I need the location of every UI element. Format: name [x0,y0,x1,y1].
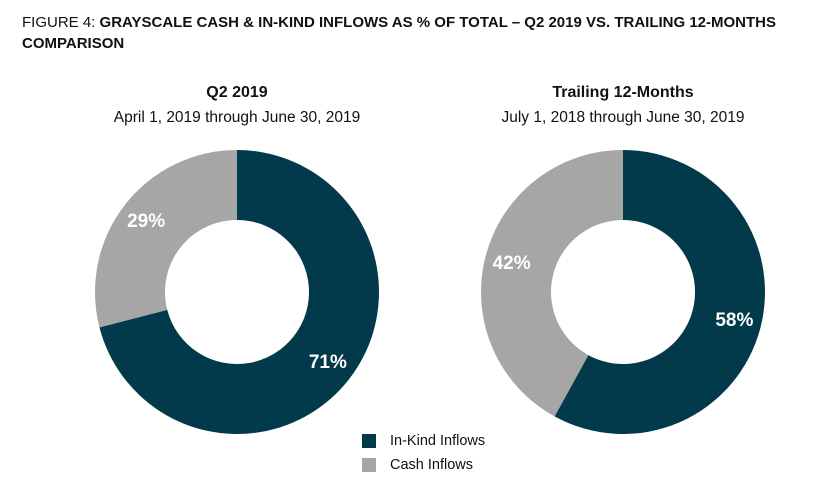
donut-slice-cash [94,150,237,328]
legend-item-in-kind: In-Kind Inflows [362,429,485,453]
donut-slice-label: 71% [309,352,347,373]
legend-swatch-in-kind [362,434,376,448]
figure-title: FIGURE 4: GRAYSCALE CASH & IN-KIND INFLO… [22,12,812,54]
legend-label: In-Kind Inflows [390,433,486,449]
donut-slice-label: 29% [127,211,165,232]
chart-subtitle: July 1, 2018 through June 30, 2019 [501,109,745,126]
figure-number: FIGURE 4: [22,14,96,31]
donut-slice-in-kind [554,150,766,435]
chart-header-q2-2019: Q2 2019 April 1, 2019 through June 30, 2… [57,82,417,129]
legend-label: Cash Inflows [390,457,474,473]
chart-title: Q2 2019 [206,84,268,101]
legend-item-cash: Cash Inflows [362,453,485,477]
legend: In-Kind Inflows Cash Inflows [362,429,485,477]
donut-slice-label: 58% [715,310,753,331]
chart-header-trailing-12-months: Trailing 12-Months July 1, 2018 through … [443,82,803,129]
figure-title-text: GRAYSCALE CASH & IN-KIND INFLOWS AS % OF… [22,14,777,52]
donut-slice-cash [481,150,623,417]
legend-swatch-cash [362,458,376,472]
donut-slice-label: 42% [493,253,531,274]
donut-slice-in-kind [99,150,380,434]
chart-subtitle: April 1, 2019 through June 30, 2019 [113,109,361,126]
chart-title: Trailing 12-Months [552,84,694,101]
